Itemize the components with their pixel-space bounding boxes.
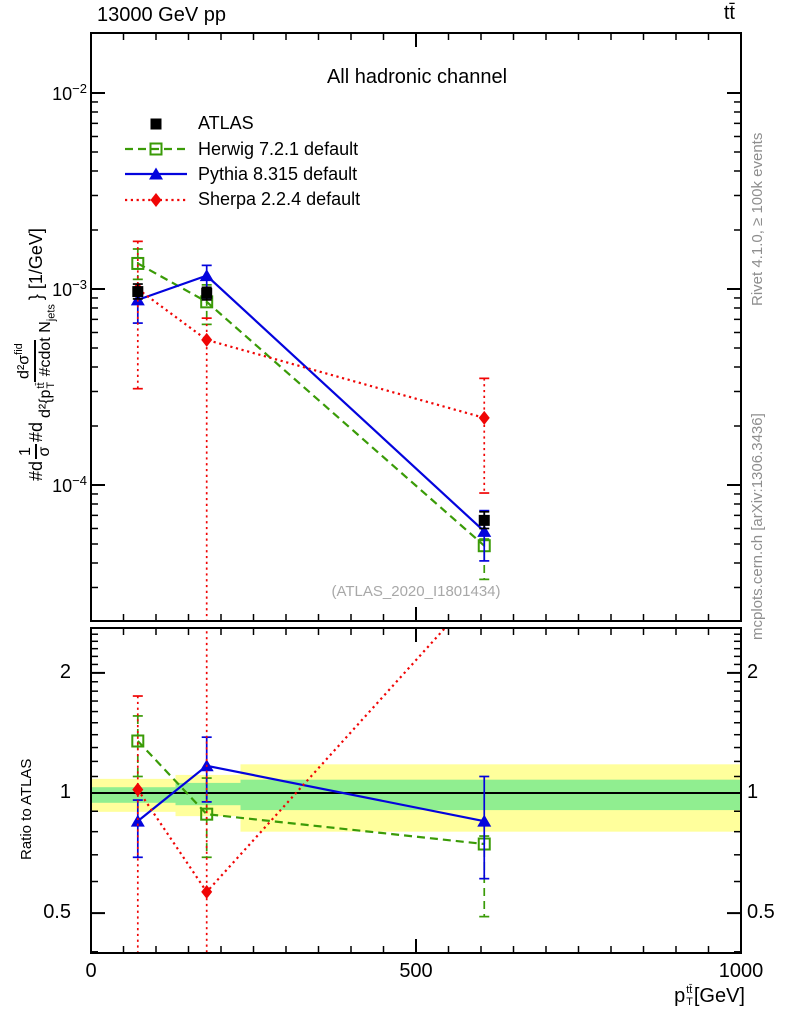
legend-item-atlas: ATLAS bbox=[123, 111, 360, 136]
ratio-y-tick-label-left: 1 bbox=[59, 781, 71, 803]
main-y-tick-label: 10−2 bbox=[52, 81, 87, 104]
ratio-y-tick-label-left: 0.5 bbox=[43, 901, 71, 924]
diamond-filled-marker bbox=[150, 192, 162, 207]
legend-marker-glyph bbox=[125, 167, 187, 180]
channel-title: All hadronic channel bbox=[326, 66, 508, 88]
triangle-filled-marker bbox=[477, 524, 492, 537]
ratio-y-tick-label-right: 0.5 bbox=[747, 901, 775, 924]
diamond-filled-marker bbox=[201, 332, 213, 347]
main-series-herwig bbox=[131, 248, 491, 581]
square-open-marker bbox=[149, 142, 163, 156]
beam-energy-title: 13000 GeV pp bbox=[97, 4, 226, 26]
legend-label-herwig: Herwig 7.2.1 default bbox=[198, 138, 359, 159]
square-filled-marker bbox=[201, 287, 213, 299]
legend: ATLAS Herwig 7.2.1 default Pythia 8.315 … bbox=[123, 111, 360, 213]
analysis-watermark: (ATLAS_2020_I1801434) bbox=[331, 583, 501, 600]
main-y-tick-label: 10−3 bbox=[52, 277, 87, 300]
atlas-marker-icon bbox=[150, 118, 162, 130]
x-tick-label: 0 bbox=[85, 960, 97, 982]
mcplots-reference-note: mcplots.cern.ch [arXiv:1306.3436] bbox=[749, 413, 766, 640]
legend-item-sherpa: Sherpa 2.2.4 default bbox=[123, 187, 360, 212]
x-tick-label: 500 bbox=[399, 960, 433, 982]
triangle-filled-marker bbox=[477, 814, 492, 827]
legend-item-pythia: Pythia 8.315 default bbox=[123, 162, 360, 187]
square-open-marker bbox=[131, 256, 145, 270]
square-open-marker bbox=[131, 734, 145, 748]
diamond-filled-marker bbox=[132, 782, 144, 797]
herwig-marker-icon bbox=[125, 142, 187, 156]
legend-label-sherpa: Sherpa 2.2.4 default bbox=[198, 189, 361, 210]
triangle-filled-marker bbox=[149, 167, 163, 180]
square-filled-marker bbox=[478, 514, 490, 526]
x-axis-label: p tt̄ T [GeV] bbox=[674, 984, 745, 1008]
main-series-pythia bbox=[130, 264, 492, 562]
triangle-filled-marker bbox=[199, 269, 214, 282]
ylabel-lead2: #d bbox=[25, 422, 46, 443]
square-filled-marker bbox=[150, 118, 162, 130]
pythia-marker-icon bbox=[125, 167, 187, 180]
square-open-marker bbox=[200, 807, 214, 821]
data-uncertainty-band-green bbox=[240, 779, 741, 811]
ylabel-fraction-1-over-sigma: 1 σ bbox=[17, 444, 54, 459]
data-uncertainty-band-green bbox=[91, 787, 176, 803]
main-y-tick-label: 10−4 bbox=[52, 473, 87, 496]
triangle-filled-marker bbox=[130, 814, 145, 827]
rivet-version-note: Rivet 4.1.0, ≥ 100k events bbox=[749, 132, 766, 306]
legend-marker-glyph bbox=[125, 192, 187, 207]
ratio-series-sherpa bbox=[132, 628, 447, 953]
ratio-panel bbox=[91, 628, 741, 953]
ylabel-main-fraction: d²σfid d²{p tt̄ T #cdot Njets bbox=[13, 304, 57, 419]
sherpa-marker-icon bbox=[125, 192, 187, 207]
square-filled-marker bbox=[132, 286, 144, 298]
legend-item-herwig: Herwig 7.2.1 default bbox=[123, 136, 360, 161]
diamond-filled-marker bbox=[201, 884, 213, 899]
x-tick-label: 1000 bbox=[718, 960, 764, 982]
ratio-y-tick-label-left: 2 bbox=[59, 660, 71, 683]
legend-marker-glyph bbox=[125, 142, 187, 156]
process-title: tt̄ bbox=[723, 2, 735, 24]
main-panel bbox=[130, 240, 492, 621]
axes bbox=[90, 32, 742, 954]
ratio-y-tick-label-right: 2 bbox=[747, 660, 759, 683]
diamond-filled-marker bbox=[478, 410, 490, 425]
main-series-atlas bbox=[132, 283, 490, 530]
legend-label-pythia: Pythia 8.315 default bbox=[198, 163, 358, 184]
legend-marker-glyph bbox=[150, 118, 162, 130]
ratio-y-tick-label-right: 1 bbox=[747, 781, 759, 803]
legend-label-atlas: ATLAS bbox=[198, 113, 254, 134]
